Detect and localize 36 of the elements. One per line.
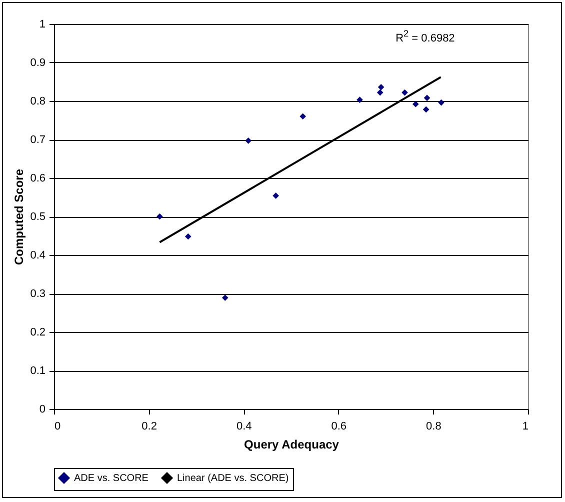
y-tick-label: 0 — [39, 404, 46, 416]
x-tick-label: 0.4 — [236, 420, 252, 432]
y-tick-label: 0.2 — [30, 326, 46, 338]
x-tick-label: 1 — [522, 420, 528, 432]
y-tick-label: 1 — [39, 18, 46, 30]
point — [356, 96, 363, 104]
point — [412, 100, 419, 108]
legend-label: ADE vs. SCORE — [74, 473, 149, 484]
point — [300, 113, 306, 120]
x-axis-title: Query Adequacy — [244, 438, 340, 452]
annotation: R$^{2}$ = 0.6982 — [396, 28, 455, 44]
point — [438, 99, 444, 106]
y-tick-label: 0.7 — [30, 134, 46, 146]
legend-label: Linear (ADE vs. SCORE) — [177, 473, 289, 484]
y-tick-label: 0.3 — [30, 288, 46, 300]
point — [245, 137, 252, 144]
y-axis-title: Computed Score — [12, 168, 26, 266]
point — [422, 106, 430, 113]
point — [272, 192, 279, 199]
y-tick-label: 0.9 — [30, 57, 46, 69]
x-tick-label: 0.8 — [426, 420, 442, 432]
point — [376, 89, 384, 96]
point — [402, 89, 408, 96]
y-tick-label: 0.5 — [30, 211, 46, 223]
y-tick-label: 0.4 — [30, 250, 46, 262]
y-tick-label: 0.1 — [30, 365, 46, 377]
x-tick-label: 0 — [54, 420, 61, 432]
point — [184, 233, 192, 240]
y-tick-label: 0.6 — [30, 172, 46, 184]
point — [156, 213, 163, 220]
x-tick-label: 0.6 — [331, 420, 347, 432]
y-tick-label: 0.8 — [30, 96, 46, 108]
point — [222, 294, 228, 301]
x-tick-label: 0.2 — [142, 420, 157, 432]
point — [378, 84, 384, 90]
point — [424, 94, 430, 102]
